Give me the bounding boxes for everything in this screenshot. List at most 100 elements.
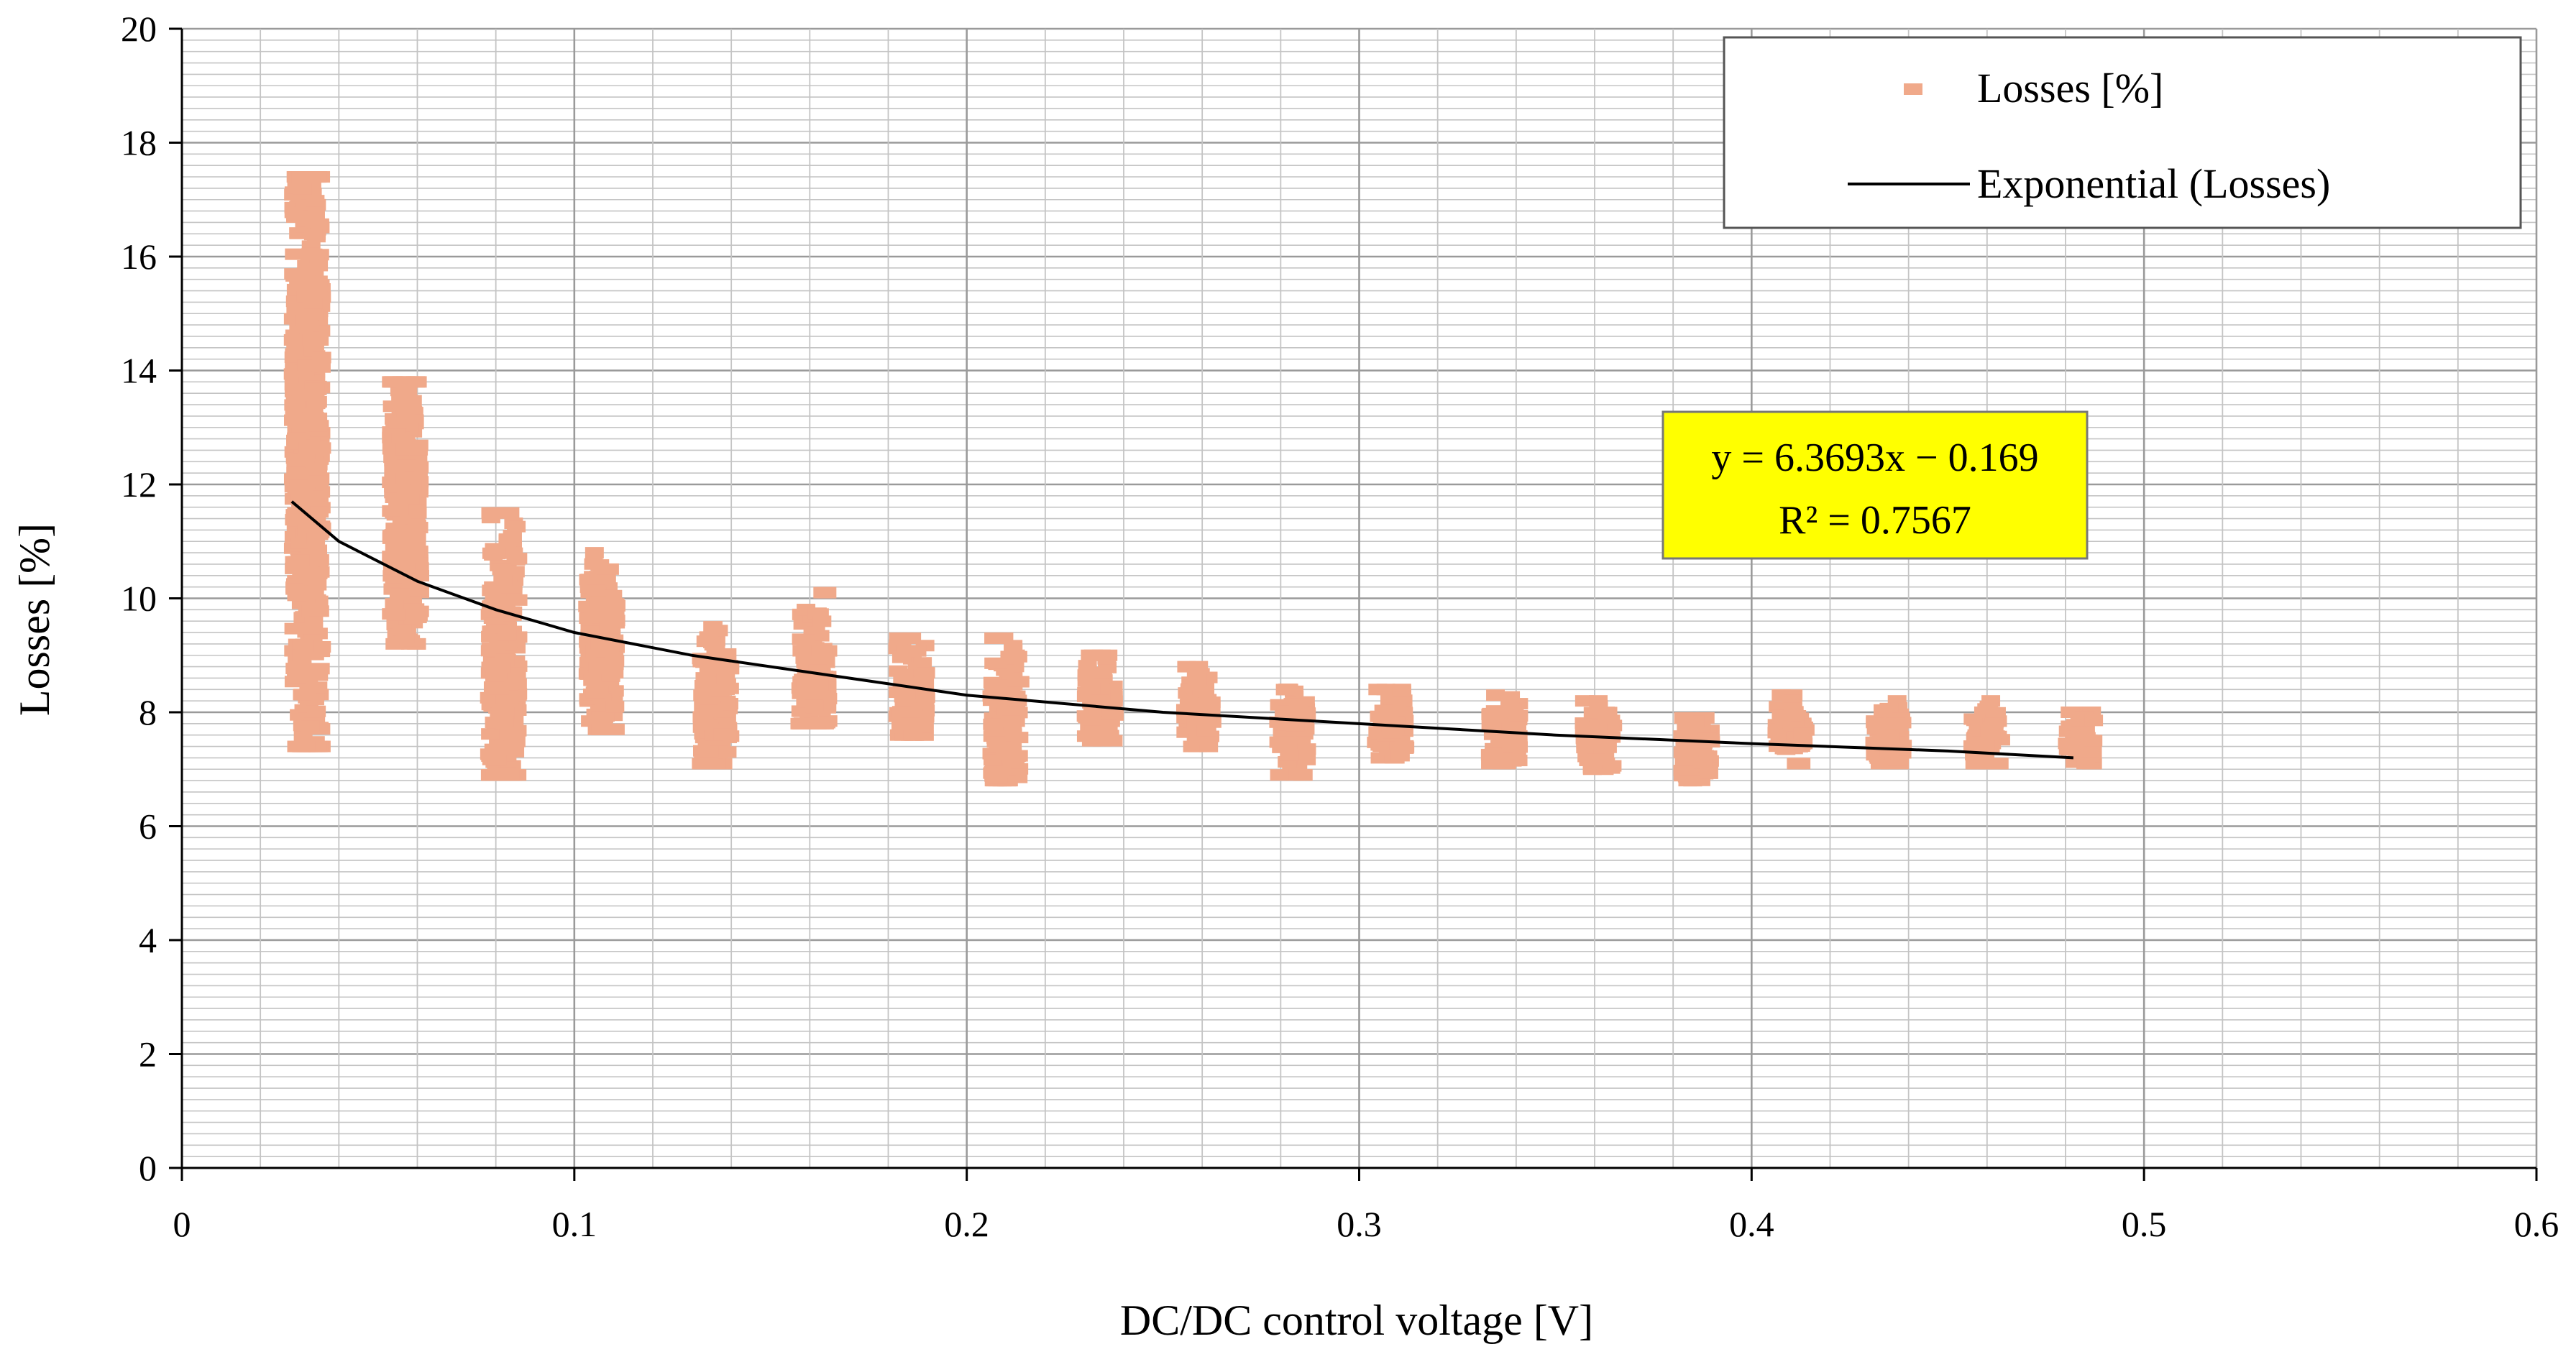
data-point <box>915 711 935 723</box>
data-point <box>1001 715 1021 727</box>
data-point <box>488 595 508 607</box>
equation-background <box>1661 410 2089 560</box>
data-point <box>1076 730 1096 742</box>
data-point <box>1104 735 1123 747</box>
data-point <box>404 528 423 540</box>
data-point <box>988 657 1007 669</box>
data-point <box>716 673 735 685</box>
data-point <box>1274 740 1293 752</box>
data-point <box>308 475 327 487</box>
data-point <box>502 535 521 547</box>
data-point <box>1693 757 1713 769</box>
data-point <box>1198 697 1218 709</box>
data-point <box>405 504 425 516</box>
data-point <box>2080 745 2099 758</box>
data-point <box>301 247 321 259</box>
data-point <box>480 691 499 704</box>
data-point <box>290 468 309 480</box>
data-point <box>897 687 916 699</box>
trendline <box>290 500 2074 760</box>
data-point <box>984 632 1004 644</box>
legend-marker-losses <box>1904 83 1922 95</box>
data-point <box>600 563 619 575</box>
data-point <box>990 766 1009 778</box>
data-point <box>813 586 833 599</box>
data-point <box>286 303 306 316</box>
data-point <box>1008 650 1027 663</box>
data-point <box>1678 775 1697 787</box>
data-point <box>293 689 312 701</box>
data-point <box>1506 740 1526 752</box>
data-point <box>498 767 517 779</box>
data-point <box>792 717 812 730</box>
data-point <box>284 622 303 635</box>
data-point <box>385 599 404 611</box>
data-point <box>312 442 331 454</box>
data-point <box>605 723 625 735</box>
data-point <box>1793 727 1812 740</box>
data-point <box>1004 675 1023 687</box>
data-point <box>505 566 525 578</box>
data-point <box>306 195 325 207</box>
data-point <box>597 574 616 586</box>
legend-label-trendline: Exponential (Losses) <box>1977 160 2330 207</box>
data-point <box>599 622 618 634</box>
data-point <box>388 494 408 506</box>
data-point <box>295 638 314 650</box>
data-point <box>983 754 1002 766</box>
data-point <box>605 701 625 713</box>
data-point <box>492 661 511 673</box>
data-point <box>585 686 605 699</box>
data-point <box>285 583 305 595</box>
y-tick-label: 4 <box>139 920 157 960</box>
data-point <box>1589 695 1608 707</box>
data-point <box>284 268 303 280</box>
data-point <box>487 754 507 766</box>
data-point <box>1093 667 1112 679</box>
data-points <box>283 171 2104 787</box>
data-point <box>507 520 526 533</box>
data-point <box>480 645 500 657</box>
axes <box>169 27 2538 1181</box>
data-point <box>815 717 834 730</box>
data-point <box>395 472 415 484</box>
data-point <box>291 498 311 510</box>
data-point <box>1081 682 1101 694</box>
y-tick-label: 14 <box>121 351 157 391</box>
data-point <box>805 699 824 712</box>
data-point <box>409 443 428 456</box>
data-point <box>396 459 416 471</box>
trendline-layer <box>290 500 2074 760</box>
data-point <box>292 649 311 661</box>
data-point <box>1189 661 1209 673</box>
data-point <box>1188 673 1207 686</box>
data-point <box>710 685 730 697</box>
data-point <box>1481 758 1500 770</box>
data-point <box>1392 685 1411 697</box>
y-tick-label: 0 <box>139 1148 157 1188</box>
data-point <box>2084 714 2104 727</box>
data-point <box>695 672 715 684</box>
data-point <box>308 544 328 556</box>
data-point <box>1297 753 1316 765</box>
data-point <box>1280 749 1299 761</box>
data-point <box>311 663 330 675</box>
data-point <box>1374 704 1393 717</box>
data-point <box>481 512 500 524</box>
data-point <box>308 275 328 287</box>
data-point <box>490 683 510 695</box>
data-point <box>302 622 321 635</box>
data-point <box>1004 640 1023 652</box>
data-point <box>699 704 718 717</box>
data-point <box>605 598 625 610</box>
data-point <box>390 588 410 600</box>
data-point <box>1196 724 1216 737</box>
data-point <box>383 551 403 563</box>
data-point <box>591 723 610 735</box>
data-point <box>507 670 526 682</box>
y-tick-label: 6 <box>139 806 157 847</box>
data-point <box>386 523 405 535</box>
data-point <box>386 609 405 621</box>
data-point <box>1370 739 1390 751</box>
data-point <box>495 715 514 727</box>
